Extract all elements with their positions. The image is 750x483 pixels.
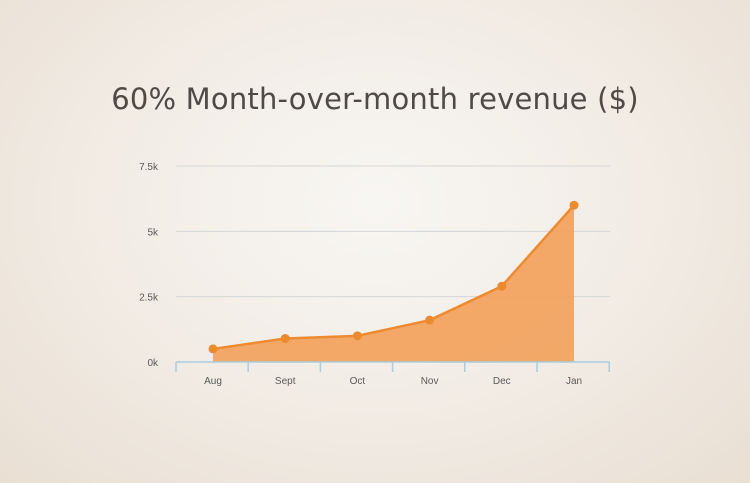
data-point [208, 344, 218, 354]
x-tick-label: Sept [275, 376, 296, 387]
x-tick-label: Dec [493, 376, 511, 387]
x-tick-label: Nov [421, 376, 439, 387]
data-point [497, 281, 507, 291]
y-tick-label: 5k [147, 227, 159, 238]
chart-title: 60% Month-over-month revenue ($) [111, 82, 639, 116]
data-point [425, 315, 435, 325]
data-markers [208, 200, 579, 354]
data-point [280, 333, 290, 343]
area-fill [213, 205, 574, 362]
x-tick-label: Oct [350, 376, 366, 387]
series-line [212, 204, 575, 351]
y-tick-label: 0k [147, 358, 159, 369]
data-point [569, 200, 579, 210]
y-tick-labels: 0k 2.5k 5k 7.5k [139, 162, 159, 369]
x-tick-labels: Aug Sept Oct Nov Dec Jan [204, 376, 582, 387]
x-axis [175, 361, 610, 372]
data-point [352, 331, 362, 341]
area-series [212, 204, 575, 362]
x-tick-label: Aug [204, 376, 222, 387]
y-tick-label: 7.5k [139, 162, 159, 173]
x-tick-label: Jan [566, 376, 582, 387]
y-tick-label: 2.5k [139, 293, 159, 304]
